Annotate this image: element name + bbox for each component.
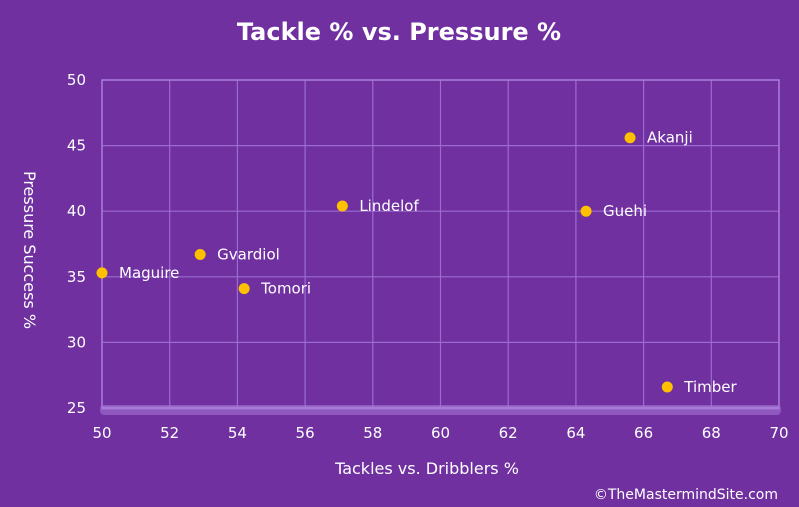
data-point [336,200,348,212]
y-tick-labels: 25 30 35 40 45 50 [67,71,86,417]
data-point [661,381,673,393]
data-point [96,267,108,279]
data-point [624,132,636,144]
y-tick-label: 45 [67,137,86,155]
x-tick-label: 54 [228,424,247,442]
y-tick-label: 30 [67,333,86,351]
data-point-label: Akanji [647,129,693,147]
copyright-credit: ©TheMastermindSite.com [594,487,778,503]
x-tick-label: 66 [634,424,653,442]
data-point [194,248,206,260]
data-points: Maguire Gvardiol Tomori Lindelof Guehi Akanji… [96,129,738,396]
data-point-label: Gvardiol [217,245,280,263]
y-axis-label: Pressure Success % [20,171,39,329]
y-tick-label: 35 [67,268,86,286]
y-tick-label: 25 [67,399,86,417]
data-point-label: Timber [683,378,737,396]
x-axis-label: Tackles vs. Dribblers % [334,459,519,478]
x-tick-label: 60 [431,424,450,442]
data-point [238,283,250,295]
x-tick-labels: 50 52 54 56 58 60 62 64 66 68 70 [92,424,788,442]
y-tick-label: 40 [67,202,86,220]
data-point-label: Maguire [119,264,179,282]
data-point-label: Tomori [260,280,311,298]
y-tick-label: 50 [67,71,86,89]
x-tick-label: 68 [702,424,721,442]
grid-lines [100,79,781,415]
x-tick-label: 56 [296,424,315,442]
data-point-label: Guehi [603,202,647,220]
x-tick-label: 70 [769,424,788,442]
data-point [580,205,592,217]
x-tick-label: 62 [499,424,518,442]
x-tick-label: 50 [92,424,111,442]
x-tick-label: 52 [160,424,179,442]
x-tick-label: 58 [363,424,382,442]
chart-title: Tackle % vs. Pressure % [237,18,561,46]
data-point-label: Lindelof [359,197,419,215]
x-tick-label: 64 [566,424,585,442]
